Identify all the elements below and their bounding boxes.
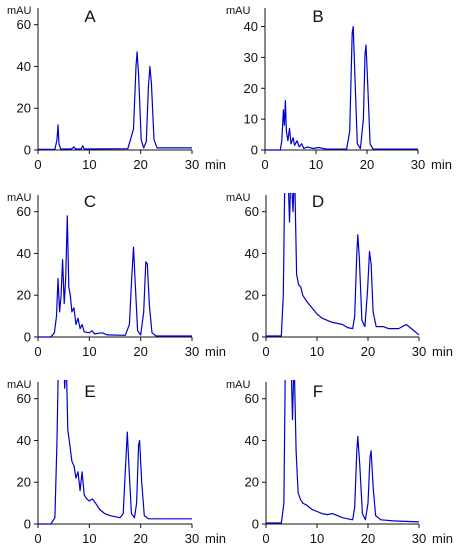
y-tick-label: 60 xyxy=(17,17,31,32)
y-tick-label: 20 xyxy=(17,101,31,116)
chromatogram-trace xyxy=(266,193,420,337)
y-tick-label: 60 xyxy=(17,204,31,219)
axes-frame xyxy=(265,382,419,525)
panel-letter: C xyxy=(84,192,96,211)
y-tick-label: 60 xyxy=(17,391,31,406)
y-tick-label: 10 xyxy=(244,112,258,127)
y-tick-label: 0 xyxy=(24,330,31,345)
y-tick-label: 60 xyxy=(245,391,259,406)
y-tick-label: 40 xyxy=(245,433,259,448)
x-tick-label: 20 xyxy=(361,531,375,546)
panel-c: 0 20 40 60 0 10 20 30 min mAU C xyxy=(7,192,226,359)
x-tick-label: 10 xyxy=(82,531,96,546)
y-tick-label: 0 xyxy=(252,330,259,345)
x-tick-label: 10 xyxy=(82,344,96,359)
x-tick-label: 0 xyxy=(34,531,41,546)
x-tick-label: 20 xyxy=(133,344,147,359)
panel-letter: E xyxy=(84,382,95,401)
x-axis-unit: min xyxy=(205,531,226,546)
x-tick-label: 30 xyxy=(185,531,199,546)
chromatogram-trace xyxy=(265,25,418,151)
panel-f: 0 20 40 60 0 10 20 30 min mAU F xyxy=(226,379,453,546)
chromatogram-trace xyxy=(38,215,192,338)
x-tick-label: 30 xyxy=(412,344,426,359)
y-tick-label: 60 xyxy=(245,204,259,219)
y-tick-label: 40 xyxy=(244,19,258,34)
y-axis-unit: mAU xyxy=(226,192,251,204)
y-tick-label: 40 xyxy=(17,246,31,261)
x-tick-label: 30 xyxy=(411,157,425,172)
x-axis-unit: min xyxy=(431,157,452,172)
x-tick-label: 30 xyxy=(185,344,199,359)
panel-letter: A xyxy=(84,7,96,26)
x-tick-label: 30 xyxy=(185,157,199,172)
x-tick-label: 0 xyxy=(34,344,41,359)
chromatogram-trace xyxy=(38,380,192,525)
x-tick-label: 10 xyxy=(310,344,324,359)
y-axis-unit: mAU xyxy=(226,379,251,391)
y-tick-label: 40 xyxy=(17,59,31,74)
panel-d: 0 20 40 60 0 10 20 30 min mAU D xyxy=(226,192,453,359)
x-axis-unit: min xyxy=(205,157,226,172)
y-tick-label: 0 xyxy=(251,143,258,158)
y-tick-label: 40 xyxy=(245,246,259,261)
y-tick-label: 40 xyxy=(17,433,31,448)
x-tick-label: 0 xyxy=(261,157,268,172)
x-tick-label: 0 xyxy=(262,531,269,546)
panel-letter: B xyxy=(312,7,323,26)
x-tick-label: 20 xyxy=(133,157,147,172)
y-axis-unit: mAU xyxy=(7,5,32,17)
x-tick-label: 20 xyxy=(361,344,375,359)
x-tick-label: 10 xyxy=(309,157,323,172)
panel-e: 0 20 40 60 0 10 20 30 min mAU E xyxy=(7,379,226,546)
axes-frame xyxy=(37,195,192,338)
y-tick-label: 30 xyxy=(244,50,258,65)
y-tick-label: 0 xyxy=(252,517,259,532)
x-tick-label: 0 xyxy=(34,157,41,172)
chromatogram-trace xyxy=(38,51,192,150)
y-tick-label: 20 xyxy=(245,475,259,490)
chromatogram-trace xyxy=(266,380,420,524)
x-tick-label: 10 xyxy=(82,157,96,172)
x-axis-unit: min xyxy=(432,531,453,546)
y-tick-label: 0 xyxy=(24,517,31,532)
x-tick-label: 0 xyxy=(262,344,269,359)
y-axis-unit: mAU xyxy=(7,192,32,204)
panel-a: 0 20 40 60 0 10 20 30 min mAU A xyxy=(7,5,226,172)
x-axis-unit: min xyxy=(432,344,453,359)
panel-b: 0 10 20 30 40 0 10 20 30 min mAU B xyxy=(226,5,452,172)
y-axis-unit: mAU xyxy=(226,5,251,17)
y-axis-unit: mAU xyxy=(7,379,32,391)
axes-frame xyxy=(37,8,192,151)
x-tick-label: 20 xyxy=(360,157,374,172)
y-tick-label: 20 xyxy=(17,475,31,490)
y-tick-label: 20 xyxy=(17,288,31,303)
x-tick-label: 20 xyxy=(133,531,147,546)
panel-letter: F xyxy=(313,382,323,401)
panel-letter: D xyxy=(312,192,324,211)
x-tick-label: 10 xyxy=(310,531,324,546)
y-tick-label: 0 xyxy=(24,143,31,158)
x-tick-label: 30 xyxy=(412,531,426,546)
axes-frame xyxy=(37,382,192,525)
y-tick-label: 20 xyxy=(245,288,259,303)
x-axis-unit: min xyxy=(205,344,226,359)
axes-frame xyxy=(264,8,418,151)
y-tick-label: 20 xyxy=(244,81,258,96)
